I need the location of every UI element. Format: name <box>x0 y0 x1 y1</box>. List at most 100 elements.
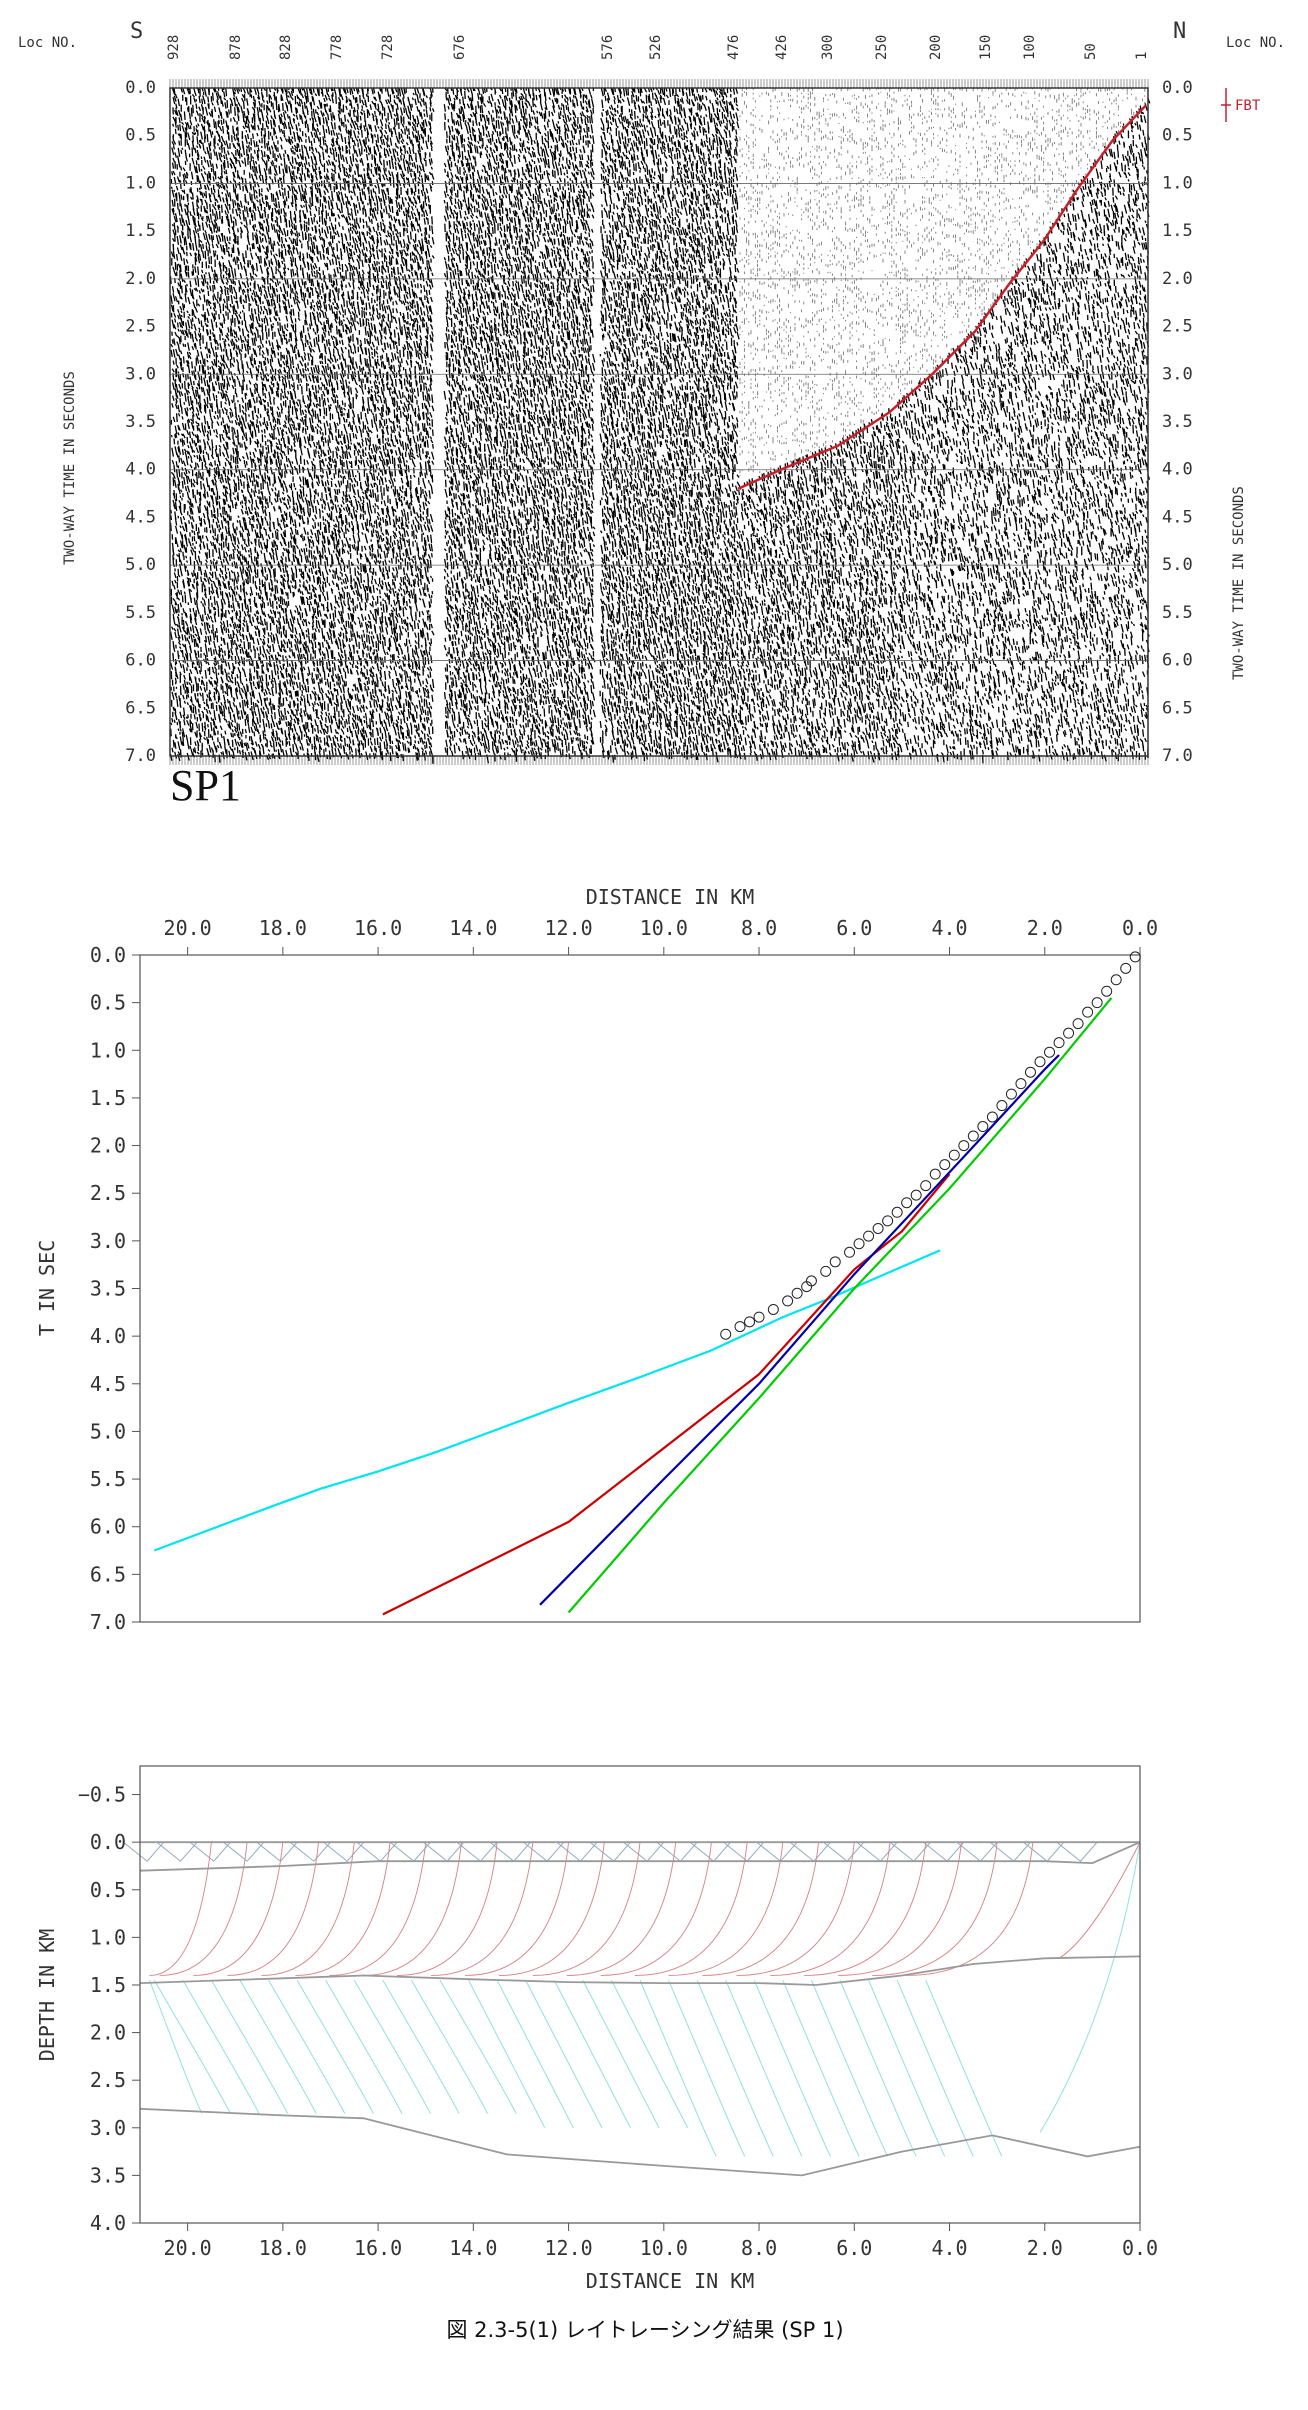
x-tick-label: 18.0 <box>259 916 307 940</box>
travel-time-y-label: T IN SEC <box>35 1240 59 1336</box>
y-tick-label: 7.0 <box>90 1610 126 1634</box>
shallow-ray <box>556 1841 598 1862</box>
observed-pick-marker <box>977 1121 989 1133</box>
refracted-ray <box>872 1842 998 1976</box>
depth-panel-y-label: DEPTH IN KM <box>35 1929 59 2061</box>
travel-time-x-ticks: 20.0 18.0 16.0 14.0 12.0 10.0 8.0 6.0 4.0 2.0 0.0 <box>164 916 1158 955</box>
observed-pick-marker <box>1120 962 1132 974</box>
refracted-ray <box>906 1842 1034 1976</box>
y-axis-label-right: TWO-WAY TIME IN SECONDS <box>1231 486 1247 680</box>
ray-paths <box>123 1841 1141 2157</box>
deep-ray <box>696 1980 774 2157</box>
refracted-ray <box>363 1842 462 1976</box>
deep-ray <box>182 1979 260 2114</box>
loc-tick-label: 526 <box>648 35 664 60</box>
x-tick-label: 18.0 <box>259 2236 307 2260</box>
loc-tick-label: 50 <box>1083 43 1099 60</box>
shallow-ray <box>223 1841 265 1862</box>
deep-ray <box>496 1979 574 2129</box>
travel-time-curve <box>539 1054 1060 1606</box>
loc-label-left: Loc NO. <box>18 35 77 51</box>
refracted-ray <box>464 1842 570 1976</box>
loc-tick-label: 728 <box>380 35 396 60</box>
observed-pick-marker <box>1091 997 1103 1009</box>
seismic-plot-frame <box>169 87 1149 757</box>
y-tick-label: 2.0 <box>90 1134 126 1158</box>
observed-pick-marker <box>1034 1056 1046 1068</box>
refracted-ray <box>227 1842 320 1976</box>
x-tick-label: 16.0 <box>354 2236 402 2260</box>
observed-pick-marker <box>1082 1006 1094 1018</box>
deep-ray <box>268 1979 346 2114</box>
observed-pick-marker <box>744 1316 756 1328</box>
time-tick-label-right: 5.0 <box>1162 555 1193 575</box>
ray-tracing-panel: 20.0 18.0 16.0 14.0 12.0 10.0 8.0 6.0 4.0 2.0 0.0 … <box>35 1765 1158 2293</box>
layer-boundary <box>139 1841 1141 1872</box>
y-tick-label: 5.0 <box>90 1419 126 1443</box>
travel-time-curve <box>382 1173 951 1616</box>
y-tick-label: 5.5 <box>90 1467 126 1491</box>
shallow-ray <box>1023 1841 1065 1862</box>
observed-pick-marker <box>1005 1088 1017 1100</box>
observed-pick-marker <box>1101 985 1113 997</box>
shallow-ray <box>423 1841 465 1862</box>
deep-ray <box>296 1979 374 2114</box>
loc-tick-label: 426 <box>774 35 790 60</box>
y-tick-label: 4.0 <box>90 1324 126 1348</box>
y-tick-label: 3.5 <box>90 1277 126 1301</box>
wiggle-trace-fill <box>169 87 1151 764</box>
y-tick-label: 2.0 <box>90 2021 126 2045</box>
pre-arrival-noise <box>739 88 1146 477</box>
deep-ray <box>925 1980 1003 2157</box>
deep-ray <box>582 1979 660 2129</box>
time-tick-label-left: 4.5 <box>125 507 156 527</box>
observed-pick-marker <box>782 1295 794 1307</box>
x-tick-label: 4.0 <box>931 916 967 940</box>
x-tick-label: 4.0 <box>931 2236 967 2260</box>
loc-tick-label: 100 <box>1022 35 1038 60</box>
observed-pick-marker <box>805 1275 817 1287</box>
x-tick-label: 0.0 <box>1122 916 1158 940</box>
shallow-ray <box>756 1841 798 1862</box>
refracted-ray <box>159 1842 248 1976</box>
shallow-ray <box>256 1841 298 1862</box>
shallow-ray <box>123 1841 165 1862</box>
refracted-ray <box>149 1842 212 1976</box>
x-tick-label: 10.0 <box>640 2236 688 2260</box>
shallow-ray <box>156 1841 198 1862</box>
loc-tick-label: 878 <box>228 35 244 60</box>
loc-label-right: Loc NO. <box>1226 35 1285 51</box>
y-tick-label: 0.5 <box>90 991 126 1015</box>
x-tick-label: 14.0 <box>449 916 497 940</box>
loc-tick-label: 476 <box>726 35 742 60</box>
time-tick-label-right: 3.5 <box>1162 412 1193 432</box>
y-tick-label: 0.5 <box>90 1878 126 1902</box>
observed-pick-marker <box>863 1230 875 1242</box>
shallow-ray <box>956 1841 998 1862</box>
deep-ray <box>153 1979 231 2114</box>
time-tick-label-left: 7.0 <box>125 746 156 766</box>
layer-boundaries <box>139 1841 1141 2177</box>
refracted-ray <box>770 1842 891 1976</box>
travel-time-panel: DISTANCE IN KM 20.0 18.0 16.0 14.0 12.0 10.0 8… <box>35 885 1158 1634</box>
loc-tick-label: 778 <box>329 35 345 60</box>
time-tick-label-right: 4.0 <box>1162 460 1193 480</box>
y-tick-label: 6.5 <box>90 1562 126 1586</box>
time-tick-label-right: 6.5 <box>1162 698 1193 718</box>
observed-pick-marker <box>1129 951 1141 963</box>
loc-tick-label: 676 <box>452 35 468 60</box>
x-tick-label: 16.0 <box>354 916 402 940</box>
y-tick-label: 2.5 <box>90 1181 126 1205</box>
depth-panel-x-label: DISTANCE IN KM <box>586 2269 755 2293</box>
refracted-ray <box>600 1842 712 1976</box>
deep-ray <box>210 1979 289 2114</box>
observed-pick-marker <box>901 1197 913 1209</box>
y-tick-label: 0.0 <box>90 943 126 967</box>
observed-pick-marker <box>929 1168 941 1180</box>
shallow-ray <box>323 1841 365 1862</box>
observed-pick-marker <box>1072 1018 1084 1030</box>
deep-ray <box>668 1980 746 2157</box>
layer-boundary <box>139 2107 1141 2177</box>
time-gridlines <box>170 183 1148 661</box>
